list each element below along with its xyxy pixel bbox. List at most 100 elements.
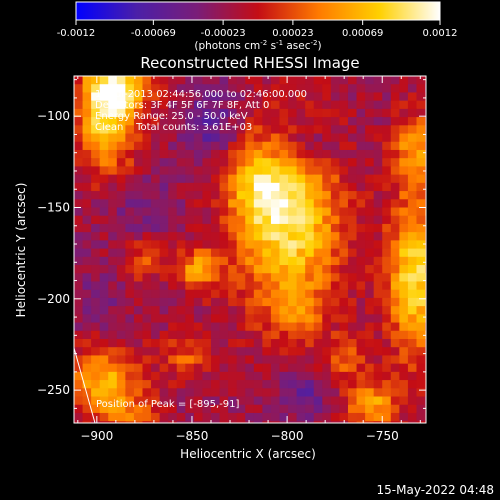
heatmap-cell <box>219 76 229 85</box>
heatmap-cell <box>236 347 246 357</box>
heatmap-cell <box>228 265 238 274</box>
heatmap-cell <box>185 380 195 389</box>
heatmap-cell <box>236 207 246 217</box>
heatmap-cell <box>116 355 126 365</box>
heatmap-cell <box>253 281 263 291</box>
heatmap-cell <box>125 84 135 94</box>
heatmap-cell <box>193 330 204 340</box>
heatmap-cell <box>245 248 255 258</box>
heatmap-cell <box>133 322 144 332</box>
heatmap-cell <box>288 117 298 126</box>
heatmap-cell <box>151 141 161 151</box>
heatmap-cell <box>91 338 101 348</box>
heatmap-cell <box>390 297 400 307</box>
heatmap-cell <box>279 347 289 357</box>
heatmap-cell <box>108 182 118 192</box>
heatmap-cell <box>373 84 383 94</box>
heatmap-cell <box>262 248 272 258</box>
heatmap-cell <box>305 84 315 94</box>
heatmap-cell <box>365 380 375 389</box>
heatmap-cell <box>236 273 246 283</box>
heatmap-cell <box>159 117 169 126</box>
heatmap-cell <box>399 396 409 406</box>
heatmap-cell <box>185 338 195 348</box>
heatmap-cell <box>99 404 109 414</box>
heatmap-cell <box>382 108 392 118</box>
heatmap-cell <box>176 199 186 209</box>
heatmap-cell <box>159 100 169 110</box>
heatmap-cell <box>91 199 101 209</box>
heatmap-cell <box>373 133 383 143</box>
heatmap-cell <box>296 100 306 110</box>
heatmap-cell <box>270 322 281 332</box>
heatmap-cell <box>108 363 118 373</box>
heatmap-cell <box>176 265 186 274</box>
heatmap-cell <box>382 174 392 184</box>
heatmap-cell <box>365 166 375 176</box>
heatmap-cell <box>168 314 178 324</box>
heatmap-cell <box>210 248 221 258</box>
heatmap-cell <box>313 141 323 151</box>
heatmap-cell <box>91 166 101 176</box>
heatmap-cell <box>193 223 204 233</box>
heatmap-cell <box>407 388 418 398</box>
heatmap-cell <box>236 149 246 159</box>
heatmap-cell <box>245 322 255 332</box>
heatmap-cell <box>434 265 443 274</box>
heatmap-cell <box>434 429 443 438</box>
heatmap-cell <box>193 141 204 151</box>
heatmap-cell <box>236 182 246 192</box>
heatmap-cell <box>416 297 426 307</box>
heatmap-cell <box>347 149 358 159</box>
heatmap-cell <box>347 322 358 332</box>
heatmap-cell <box>253 347 263 357</box>
heatmap-cell <box>416 125 426 135</box>
heatmap-cell <box>407 141 418 151</box>
heatmap-cell <box>176 215 186 225</box>
heatmap-cell <box>185 125 195 135</box>
heatmap-cell <box>228 84 238 94</box>
heatmap-cell <box>382 240 392 250</box>
heatmap-cell <box>365 371 375 381</box>
heatmap-cell <box>125 256 135 266</box>
heatmap-cell <box>151 380 161 389</box>
heatmap-cell <box>253 232 263 241</box>
heatmap-cell <box>151 223 161 233</box>
heatmap-cell <box>185 347 195 357</box>
heatmap-cell <box>168 223 178 233</box>
heatmap-cell <box>262 363 272 373</box>
heatmap-cell <box>434 405 443 414</box>
heatmap-cell <box>219 141 229 151</box>
heatmap-cell <box>382 421 392 423</box>
heatmap-cell <box>91 191 101 200</box>
heatmap-cell <box>82 412 92 422</box>
heatmap-cell <box>313 182 323 192</box>
heatmap-cell <box>253 388 263 398</box>
heatmap-cell <box>185 100 195 110</box>
heatmap-cell <box>270 256 281 266</box>
heatmap-cell <box>296 92 306 102</box>
heatmap-cell <box>382 92 392 102</box>
heatmap-cell <box>270 314 281 324</box>
heatmap-cell <box>82 191 92 200</box>
heatmap-cell <box>330 108 341 118</box>
heatmap-cell <box>219 117 229 126</box>
x-tick-label: −750 <box>366 429 399 443</box>
heatmap-cell <box>202 100 212 110</box>
heatmap-cell <box>330 141 341 151</box>
heatmap-cell <box>434 298 443 307</box>
heatmap-cell <box>151 289 161 299</box>
heatmap-cell <box>91 322 101 332</box>
heatmap-cell <box>313 240 323 250</box>
heatmap-cell <box>322 388 332 398</box>
heatmap-cell <box>390 92 400 102</box>
heatmap-cell <box>270 338 281 348</box>
heatmap-cell <box>416 256 426 266</box>
heatmap-cell <box>159 322 169 332</box>
heatmap-cell <box>202 281 212 291</box>
heatmap-cell <box>210 404 221 414</box>
heatmap-cell <box>305 388 315 398</box>
heatmap-cell <box>373 141 383 151</box>
heatmap-cell <box>133 297 144 307</box>
heatmap-cell <box>253 322 263 332</box>
